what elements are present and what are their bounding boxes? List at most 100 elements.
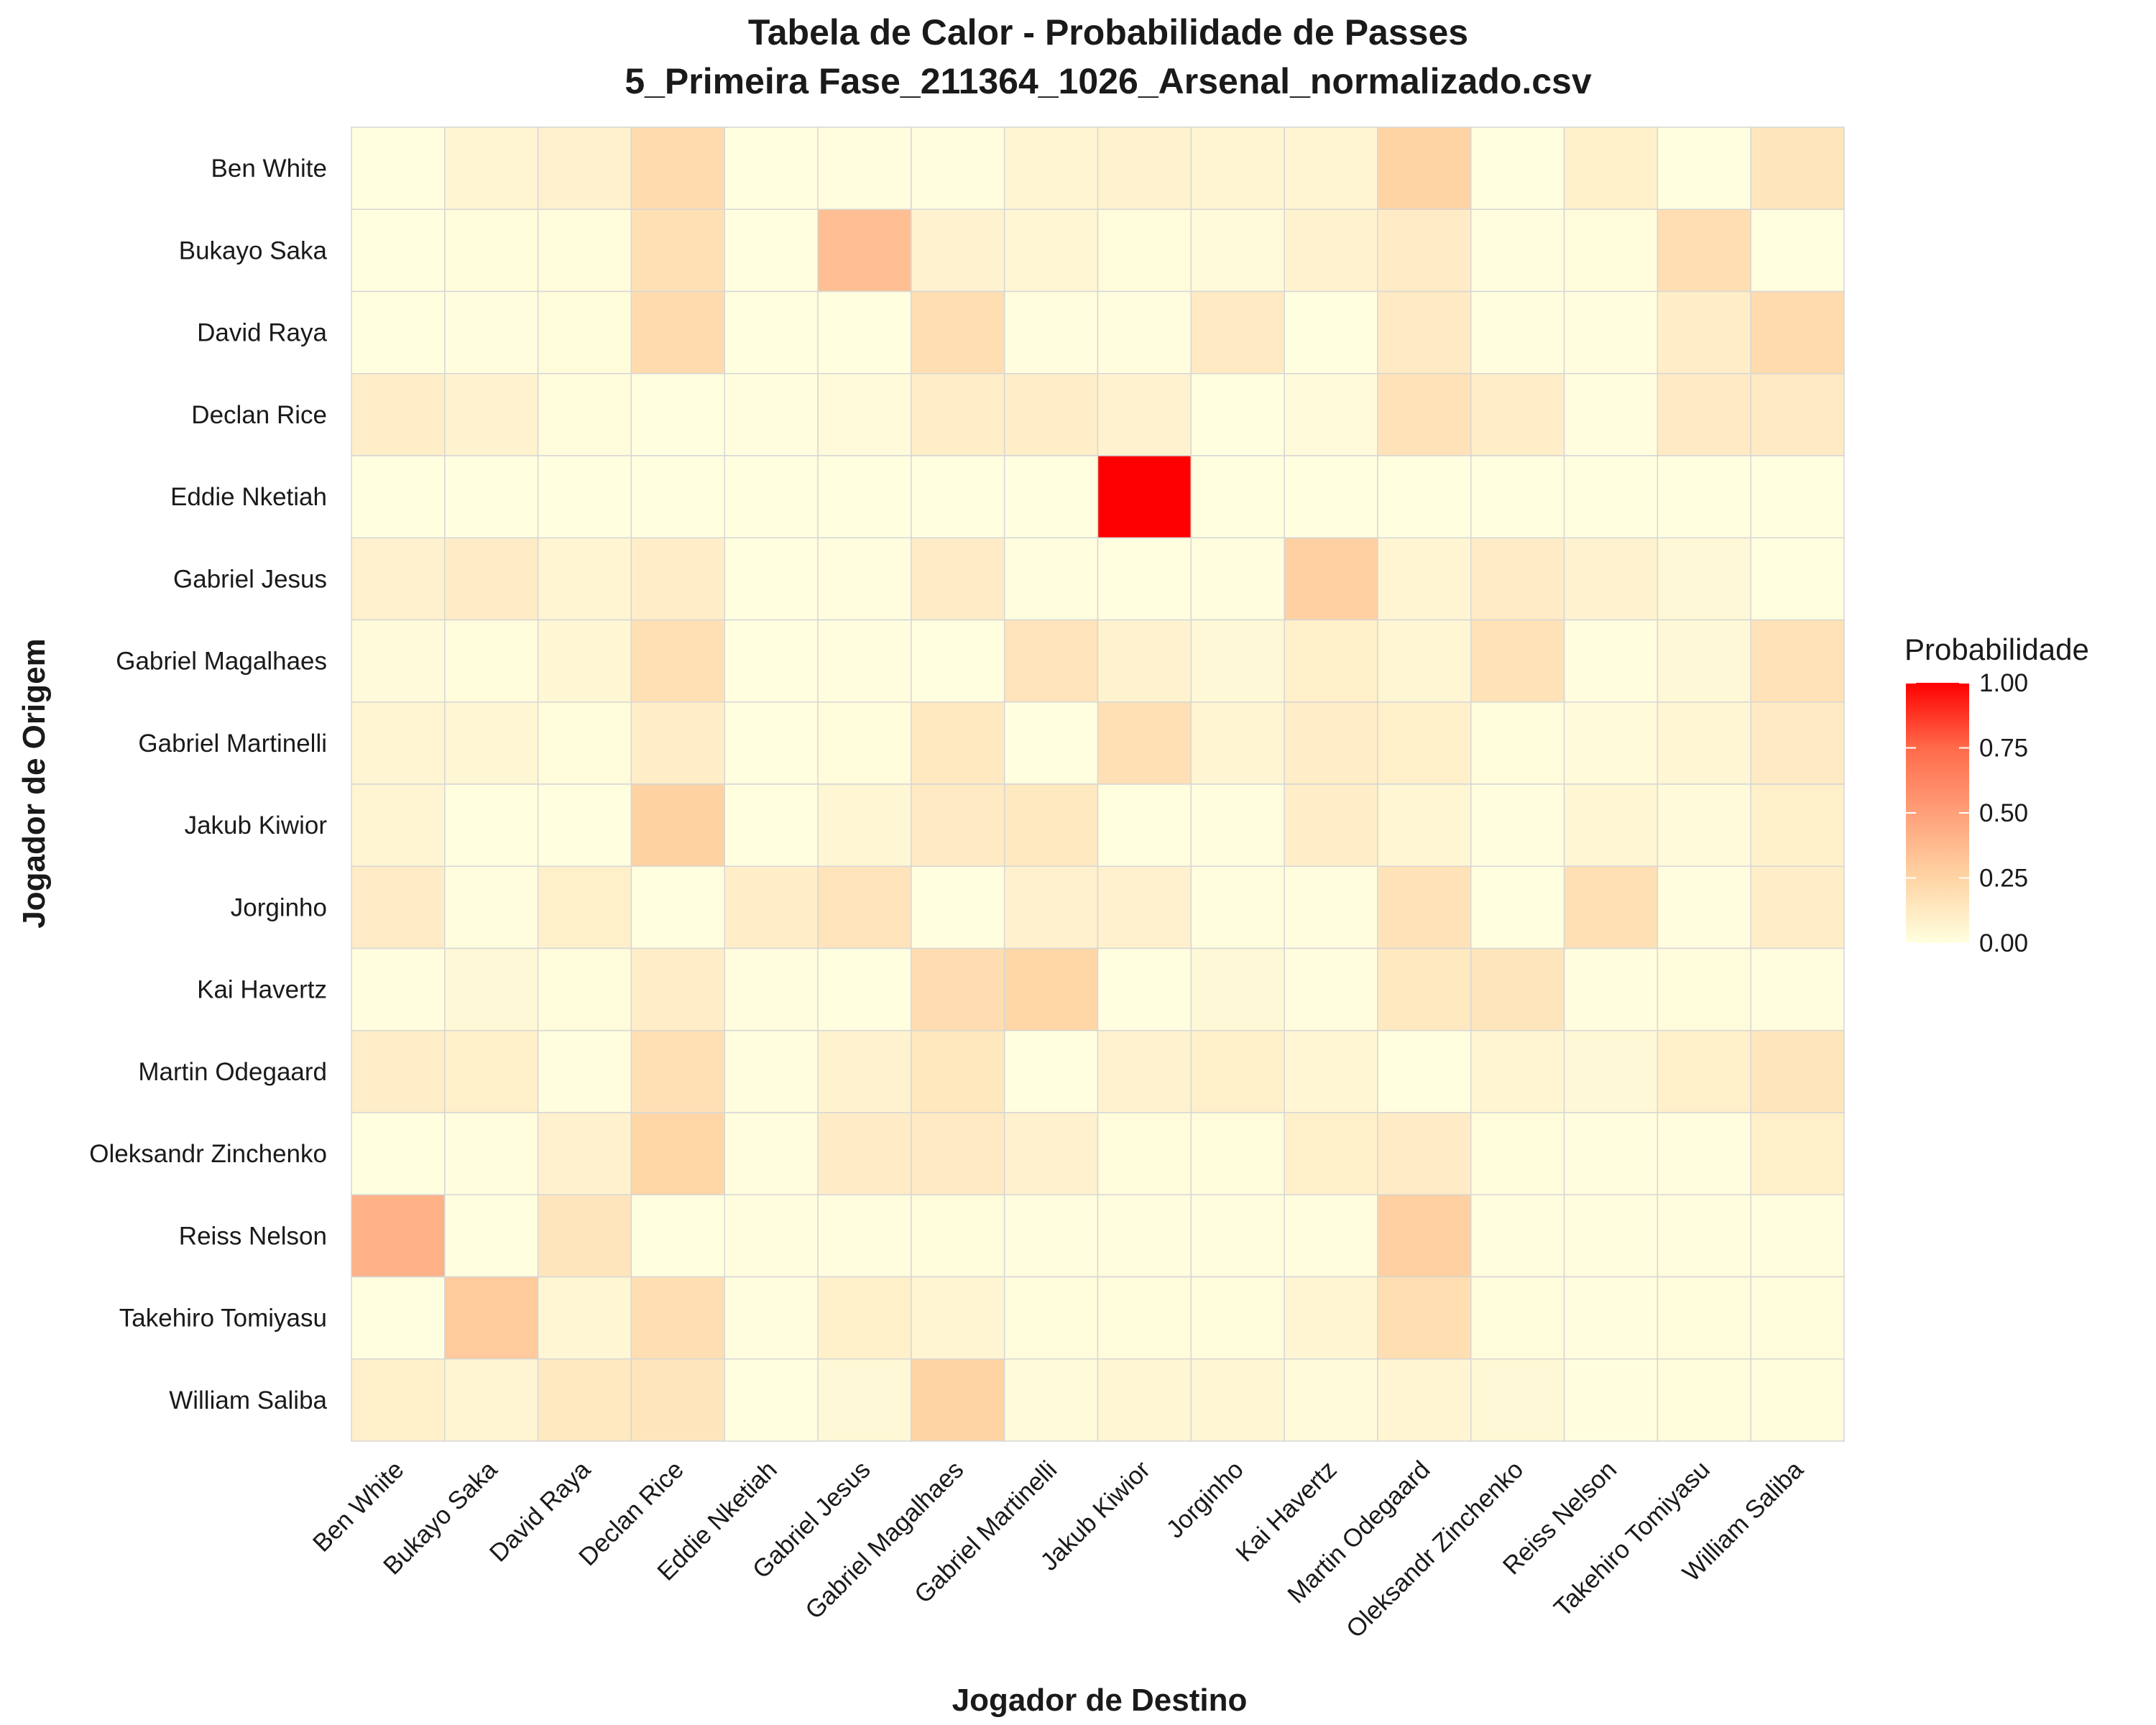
heatmap-cell-ben-white-to-jorginho	[1190, 126, 1285, 210]
heatmap-cell-declan-rice-to-bukayo-saka	[444, 373, 539, 456]
heatmap-cell-declan-rice-to-reiss-nelson	[1563, 373, 1659, 456]
heatmap-cell-declan-rice-to-ben-white	[351, 373, 446, 456]
heatmap-cell-bukayo-saka-to-oleksandr-zinchenko	[1470, 208, 1565, 293]
heatmap-cell-declan-rice-to-gabriel-martinelli	[1003, 373, 1099, 456]
heatmap-cell-martin-odegaard-to-oleksandr-zinchenko	[1470, 1030, 1565, 1113]
heatmap-cell-declan-rice-to-gabriel-magalhaes	[911, 373, 1005, 456]
heatmap-cell-eddie-nketiah-to-gabriel-martinelli	[1003, 455, 1099, 538]
heatmap-cell-gabriel-jesus-to-oleksandr-zinchenko	[1470, 537, 1565, 621]
heatmap-cell-gabriel-magalhaes-to-william-saliba	[1750, 619, 1845, 703]
heatmap-cell-bukayo-saka-to-ben-white	[351, 208, 446, 293]
heatmap-cell-martin-odegaard-to-jorginho	[1190, 1030, 1285, 1113]
heatmap-cell-jorginho-to-jorginho	[1190, 865, 1285, 949]
heatmap-cell-takehiro-tomiyasu-to-david-raya	[537, 1276, 632, 1360]
heatmap-cell-oleksandr-zinchenko-to-martin-odegaard	[1377, 1112, 1472, 1195]
y-tick-label: Gabriel Jesus	[173, 565, 327, 593]
y-axis-title: Jogador de Origem	[17, 638, 52, 928]
heatmap-cell-william-saliba-to-gabriel-magalhaes	[911, 1358, 1005, 1442]
heatmap-cell-gabriel-martinelli-to-oleksandr-zinchenko	[1470, 702, 1565, 785]
heatmap-cell-william-saliba-to-reiss-nelson	[1563, 1358, 1659, 1442]
legend-tick-label: 0.75	[1979, 735, 2028, 763]
heatmap-cell-jakub-kiwior-to-declan-rice	[630, 783, 725, 867]
heatmap-cell-gabriel-jesus-to-declan-rice	[630, 537, 725, 621]
heatmap-cell-david-raya-to-reiss-nelson	[1563, 290, 1659, 374]
heatmap-cell-david-raya-to-bukayo-saka	[444, 290, 539, 374]
heatmap-cell-eddie-nketiah-to-gabriel-jesus	[817, 455, 912, 538]
heatmap-cell-gabriel-jesus-to-david-raya	[537, 537, 632, 621]
heatmap-cell-gabriel-magalhaes-to-reiss-nelson	[1563, 619, 1659, 703]
heatmap-cell-william-saliba-to-martin-odegaard	[1377, 1358, 1472, 1442]
heatmap-cell-bukayo-saka-to-william-saliba	[1750, 208, 1845, 293]
heatmap-cell-jorginho-to-gabriel-magalhaes	[911, 865, 1005, 949]
heatmap-cell-takehiro-tomiyasu-to-kai-havertz	[1284, 1276, 1378, 1360]
y-tick-label: Declan Rice	[191, 401, 327, 429]
heatmap-cell-reiss-nelson-to-gabriel-martinelli	[1003, 1194, 1099, 1278]
heatmap-cell-declan-rice-to-william-saliba	[1750, 373, 1845, 456]
heatmap-cell-gabriel-magalhaes-to-kai-havertz	[1284, 619, 1378, 703]
heatmap-cell-gabriel-martinelli-to-gabriel-martinelli	[1003, 702, 1099, 785]
heatmap-cell-william-saliba-to-william-saliba	[1750, 1358, 1845, 1442]
heatmap-cell-oleksandr-zinchenko-to-william-saliba	[1750, 1112, 1845, 1195]
heatmap-cell-gabriel-martinelli-to-bukayo-saka	[444, 702, 539, 785]
heatmap-cell-bukayo-saka-to-bukayo-saka	[444, 208, 539, 293]
heatmap-cell-martin-odegaard-to-gabriel-magalhaes	[911, 1030, 1005, 1113]
heatmap-cell-reiss-nelson-to-takehiro-tomiyasu	[1657, 1194, 1751, 1278]
heatmap-cell-kai-havertz-to-william-saliba	[1750, 947, 1845, 1031]
heatmap-cell-gabriel-martinelli-to-declan-rice	[630, 702, 725, 785]
heatmap-cell-bukayo-saka-to-jakub-kiwior	[1097, 208, 1192, 293]
heatmap-cell-oleksandr-zinchenko-to-takehiro-tomiyasu	[1657, 1112, 1751, 1195]
heatmap-cell-gabriel-magalhaes-to-bukayo-saka	[444, 619, 539, 703]
heatmap-cell-jorginho-to-david-raya	[537, 865, 632, 949]
heatmap-cell-ben-white-to-takehiro-tomiyasu	[1657, 126, 1751, 210]
heatmap-cell-david-raya-to-jorginho	[1190, 290, 1285, 374]
heatmap-cell-gabriel-jesus-to-eddie-nketiah	[724, 537, 819, 621]
heatmap-cell-david-raya-to-kai-havertz	[1284, 290, 1378, 374]
heatmap-cell-william-saliba-to-eddie-nketiah	[724, 1358, 819, 1442]
heatmap-cell-oleksandr-zinchenko-to-oleksandr-zinchenko	[1470, 1112, 1565, 1195]
heatmap-cell-martin-odegaard-to-gabriel-martinelli	[1003, 1030, 1099, 1113]
heatmap-cell-jorginho-to-oleksandr-zinchenko	[1470, 865, 1565, 949]
heatmap-cell-william-saliba-to-ben-white	[351, 1358, 446, 1442]
heatmap-cell-gabriel-martinelli-to-takehiro-tomiyasu	[1657, 702, 1751, 785]
heatmap-cell-martin-odegaard-to-reiss-nelson	[1563, 1030, 1659, 1113]
heatmap-cell-takehiro-tomiyasu-to-eddie-nketiah	[724, 1276, 819, 1360]
heatmap-cell-william-saliba-to-takehiro-tomiyasu	[1657, 1358, 1751, 1442]
heatmap-cell-oleksandr-zinchenko-to-ben-white	[351, 1112, 446, 1195]
heatmap-cell-eddie-nketiah-to-oleksandr-zinchenko	[1470, 455, 1565, 538]
heatmap-cell-kai-havertz-to-gabriel-jesus	[817, 947, 912, 1031]
heatmap-cell-david-raya-to-david-raya	[537, 290, 632, 374]
heatmap-cell-declan-rice-to-jakub-kiwior	[1097, 373, 1192, 456]
heatmap-cell-gabriel-magalhaes-to-takehiro-tomiyasu	[1657, 619, 1751, 703]
heatmap-cell-bukayo-saka-to-takehiro-tomiyasu	[1657, 208, 1751, 293]
heatmap-cell-david-raya-to-gabriel-martinelli	[1003, 290, 1099, 374]
heatmap-cell-william-saliba-to-jakub-kiwior	[1097, 1358, 1192, 1442]
heatmap-cell-ben-white-to-bukayo-saka	[444, 126, 539, 210]
heatmap-cell-jakub-kiwior-to-ben-white	[351, 783, 446, 867]
heatmap-cell-takehiro-tomiyasu-to-reiss-nelson	[1563, 1276, 1659, 1360]
heatmap-cell-bukayo-saka-to-jorginho	[1190, 208, 1285, 293]
heatmap-cell-kai-havertz-to-gabriel-magalhaes	[911, 947, 1005, 1031]
heatmap-cell-jorginho-to-jakub-kiwior	[1097, 865, 1192, 949]
heatmap-cell-ben-white-to-kai-havertz	[1284, 126, 1378, 210]
heatmap-cell-david-raya-to-eddie-nketiah	[724, 290, 819, 374]
heatmap-cell-david-raya-to-takehiro-tomiyasu	[1657, 290, 1751, 374]
heatmap-cell-gabriel-magalhaes-to-eddie-nketiah	[724, 619, 819, 703]
heatmap-cell-martin-odegaard-to-takehiro-tomiyasu	[1657, 1030, 1751, 1113]
heatmap-cell-reiss-nelson-to-eddie-nketiah	[724, 1194, 819, 1278]
heatmap-cell-ben-white-to-reiss-nelson	[1563, 126, 1659, 210]
heatmap-cell-david-raya-to-ben-white	[351, 290, 446, 374]
heatmap-cell-kai-havertz-to-ben-white	[351, 947, 446, 1031]
heatmap-cell-jakub-kiwior-to-takehiro-tomiyasu	[1657, 783, 1751, 867]
heatmap-cell-jakub-kiwior-to-oleksandr-zinchenko	[1470, 783, 1565, 867]
heatmap-cell-jakub-kiwior-to-gabriel-martinelli	[1003, 783, 1099, 867]
heatmap-cell-eddie-nketiah-to-william-saliba	[1750, 455, 1845, 538]
heatmap-cell-david-raya-to-declan-rice	[630, 290, 725, 374]
heatmap-cell-eddie-nketiah-to-jakub-kiwior	[1097, 455, 1192, 538]
heatmap-cell-ben-white-to-gabriel-martinelli	[1003, 126, 1099, 210]
heatmap-cell-reiss-nelson-to-david-raya	[537, 1194, 632, 1278]
heatmap-cell-oleksandr-zinchenko-to-reiss-nelson	[1563, 1112, 1659, 1195]
heatmap-cell-declan-rice-to-takehiro-tomiyasu	[1657, 373, 1751, 456]
heatmap-cell-gabriel-magalhaes-to-ben-white	[351, 619, 446, 703]
heatmap-cell-bukayo-saka-to-david-raya	[537, 208, 632, 293]
